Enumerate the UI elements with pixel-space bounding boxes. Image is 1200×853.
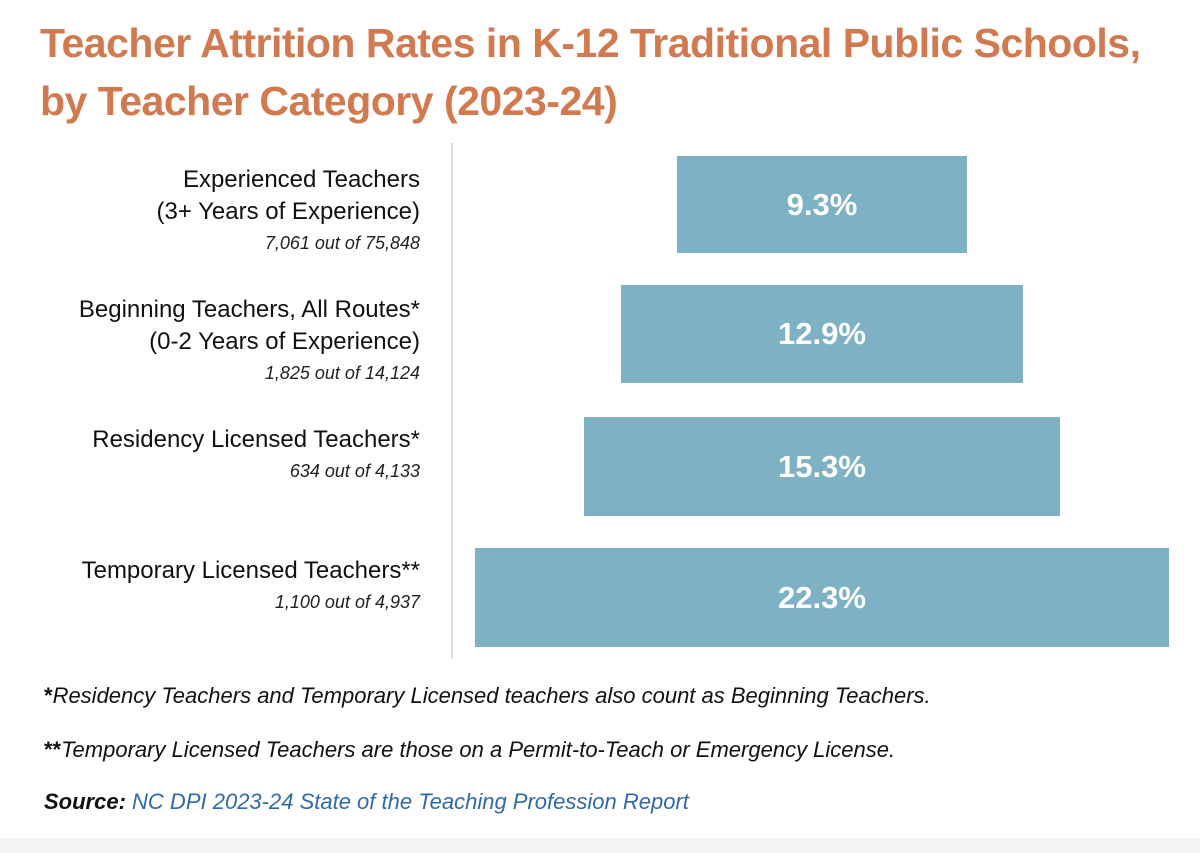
footnote-mark: * — [44, 683, 53, 708]
footnote-text: Residency Teachers and Temporary License… — [52, 683, 931, 708]
bar-value-label: 22.3% — [778, 579, 866, 615]
source-label: Source: — [44, 789, 126, 814]
source-link[interactable]: NC DPI 2023-24 State of the Teaching Pro… — [132, 789, 689, 814]
category-name: Temporary Licensed Teachers** — [81, 557, 420, 584]
category-count: 1,825 out of 14,124 — [264, 363, 420, 383]
bar-residency: 15.3% — [584, 417, 1060, 516]
category-sub: (0-2 Years of Experience) — [149, 328, 420, 355]
category-sub: (3+ Years of Experience) — [156, 198, 421, 225]
bar-experienced: 9.3% — [677, 156, 967, 253]
category-label-residency: Residency Licensed Teachers* 634 out of … — [92, 424, 420, 486]
bar-beginning: 12.9% — [621, 285, 1023, 383]
category-count: 1,100 out of 4,937 — [274, 592, 420, 612]
footnote-mark: ** — [44, 737, 62, 762]
category-label-experienced: Experienced Teachers (3+ Years of Experi… — [157, 164, 421, 258]
footnote-text: Temporary Licensed Teachers are those on… — [61, 737, 896, 762]
category-count: 7,061 out of 75,848 — [264, 233, 420, 253]
category-name: Beginning Teachers, All Routes* — [78, 296, 420, 323]
category-label-beginning: Beginning Teachers, All Routes* (0-2 Yea… — [79, 294, 420, 388]
category-label-temporary: Temporary Licensed Teachers** 1,100 out … — [82, 555, 420, 617]
bar-value-label: 9.3% — [786, 186, 858, 222]
category-count: 634 out of 4,133 — [289, 461, 420, 481]
source-line: Source: NC DPI 2023-24 State of the Teac… — [44, 789, 689, 815]
category-name: Experienced Teachers — [182, 166, 420, 193]
bar-value-label: 12.9% — [778, 316, 866, 351]
bar-value-label: 15.3% — [778, 448, 866, 484]
footnote-residency: *Residency Teachers and Temporary Licens… — [44, 683, 931, 709]
label-divider — [451, 143, 453, 658]
category-name: Residency Licensed Teachers* — [92, 426, 420, 453]
footnote-temporary: **Temporary Licensed Teachers are those … — [44, 737, 895, 763]
chart-title: Teacher Attrition Rates in K-12 Traditio… — [40, 20, 1141, 124]
bar-temporary: 22.3% — [475, 548, 1169, 647]
bottom-strip — [0, 838, 1200, 853]
